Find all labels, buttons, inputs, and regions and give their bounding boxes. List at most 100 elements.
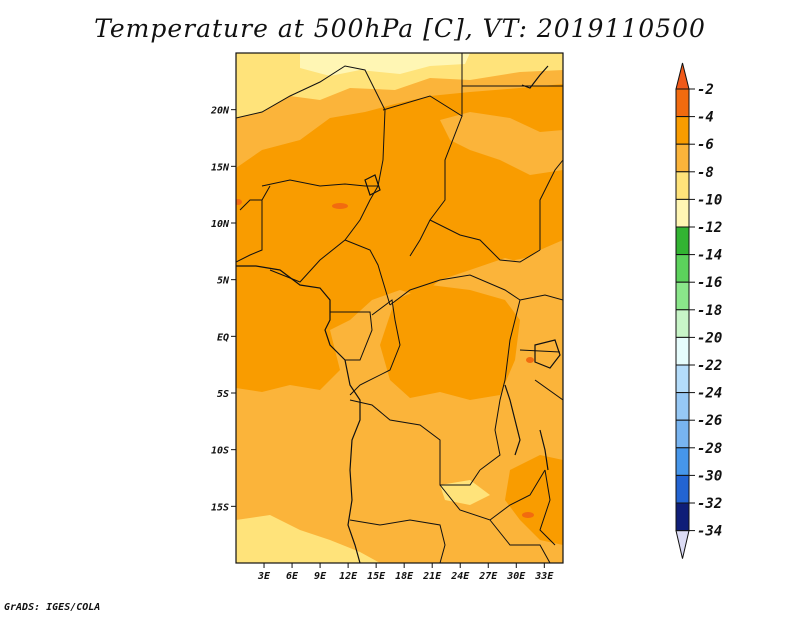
border-congo-drc: [349, 299, 401, 396]
lat-tick-label: EQ: [217, 332, 229, 343]
colorbar-bottom-arrow: [675, 530, 690, 559]
colorbar-swatch: [675, 226, 690, 256]
border-zambia: [439, 469, 546, 521]
field-patch-south-yellow-1: [236, 515, 380, 563]
lat-tick-label: 5N: [217, 276, 230, 287]
colorbar-label: -4: [697, 110, 714, 126]
border-tanzania: [519, 349, 563, 401]
temperature-field-shading: [236, 53, 563, 563]
colorbar-swatch: [675, 281, 690, 311]
lon-tick-label: 12E: [339, 571, 358, 582]
lon-tick-label: 9E: [314, 571, 327, 582]
lat-tick-label: 5S: [217, 389, 229, 400]
border-zimbabwe-botswana: [489, 519, 551, 563]
border-west-africa: [236, 185, 271, 263]
colorbar-swatch: [675, 198, 690, 228]
field-spot-warm-1: [332, 203, 348, 209]
lon-tick-label: 27E: [478, 571, 498, 582]
lake-malawi: [539, 429, 549, 471]
lon-tick-label: 3E: [257, 571, 271, 582]
colorbar-swatch: [675, 474, 690, 504]
longitude-axis: 3E 6E 9E 12E 15E 18E 21E 24E 27E 30E 33E: [257, 563, 554, 582]
latitude-axis: 20N 15N 10N 5N EQ 5S 10S 15S: [210, 106, 236, 513]
colorbar-swatch: [675, 419, 690, 449]
colorbar-label: -26: [697, 413, 722, 429]
colorbar-swatch: [675, 392, 690, 421]
lake-victoria: [534, 339, 561, 369]
colorbar-label: -6: [697, 137, 714, 153]
lon-tick-label: 6E: [286, 571, 299, 582]
field-spot-warm-3: [526, 357, 534, 363]
colorbar-swatch: [675, 309, 690, 338]
field-patch-congo-orange: [380, 285, 520, 400]
colorbar-label: -22: [697, 358, 722, 374]
lon-tick-label: 24E: [450, 571, 470, 582]
field-patch-interior-light: [440, 112, 563, 175]
field-patch-south-yellow-2: [440, 480, 490, 505]
lake-chad: [364, 174, 381, 196]
colorbar-label: -32: [697, 496, 722, 512]
lon-tick-label: 18E: [395, 571, 414, 582]
field-spot-warm-4: [522, 512, 534, 518]
colorbar-swatch: [675, 502, 690, 532]
border-algeria-niger-libya: [236, 65, 386, 187]
lake-tanganyika: [504, 384, 521, 456]
colorbar-label: -34: [697, 524, 722, 540]
border-angola-namibia: [349, 519, 446, 563]
lon-tick-label: 33E: [534, 571, 554, 582]
coastline-red-sea: [521, 65, 549, 89]
field-patch-east-light: [515, 250, 563, 310]
map-frame: [235, 52, 564, 564]
colorbar-swatch: [675, 364, 690, 394]
colorbar-label: -8: [697, 165, 714, 181]
border-sudan-south-sudan: [429, 219, 541, 263]
border-kenya-uganda: [519, 294, 563, 301]
border-car-drc: [389, 274, 521, 306]
colorbar-label: -28: [697, 441, 722, 457]
lat-tick-label: 20N: [210, 106, 230, 117]
field-spot-warm-2: [236, 199, 242, 205]
colorbar-swatch: [675, 171, 690, 200]
colorbar-swatch: [675, 336, 690, 366]
field-patch-west-orange: [236, 260, 340, 392]
lat-tick-label: 15N: [211, 162, 230, 173]
border-mozambique: [539, 469, 556, 546]
coastline-gulf-of-guinea: [236, 265, 361, 563]
map-panel: 20N 15N 10N 5N EQ 5S 10S 15S 3E 6E 9E 12E 15E 18E 21E…: [210, 52, 564, 582]
colorbar-label: -14: [697, 248, 722, 264]
coastline: [236, 65, 561, 563]
colorbar-label: -2: [697, 82, 714, 98]
border-gabon-congo: [330, 311, 373, 361]
lat-tick-label: 10N: [211, 219, 230, 230]
colorbar-swatch: [675, 447, 690, 476]
colorbar-label: -24: [697, 386, 722, 402]
colorbar-label: -10: [697, 192, 722, 208]
border-cameroon-car: [344, 239, 391, 306]
field-patch-southeast-orange: [505, 455, 563, 545]
lon-tick-label: 15E: [367, 571, 386, 582]
colorbar: -2 -4 -6 -8 -10 -12 -14 -16 -18 -20 -22 -24 -26 -28 -3…: [675, 62, 722, 559]
lon-tick-label: 21E: [422, 571, 442, 582]
grads-credit: GrADS: IGES/COLA: [4, 602, 101, 613]
colorbar-label: -20: [697, 330, 722, 346]
border-libya-chad: [382, 53, 463, 117]
colorbar-swatch: [675, 143, 690, 173]
border-chad-sudan: [409, 115, 463, 257]
colorbar-swatch: [675, 88, 690, 118]
colorbar-label: -12: [697, 220, 722, 236]
lon-tick-label: 30E: [506, 571, 526, 582]
lat-tick-label: 15S: [211, 502, 229, 513]
colorbar-swatch: [675, 254, 690, 283]
border-ethiopia-sudan: [539, 159, 563, 250]
colorbar-label: -30: [697, 468, 722, 484]
field-patch-north-palest: [300, 53, 470, 76]
colorbar-label: -18: [697, 303, 722, 319]
colorbar-label: -16: [697, 275, 722, 291]
colorbar-top-arrow: [675, 62, 690, 90]
map-title: Temperature at 500hPa [C], VT: 201911050…: [94, 14, 706, 43]
border-drc-angola: [349, 399, 481, 486]
lat-tick-label: 10S: [211, 446, 229, 457]
colorbar-swatch: [675, 116, 690, 145]
border-drc-east: [479, 299, 521, 471]
